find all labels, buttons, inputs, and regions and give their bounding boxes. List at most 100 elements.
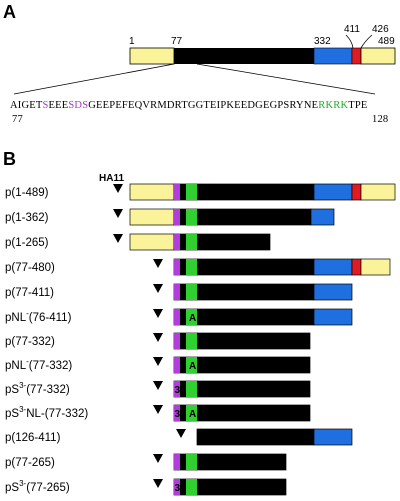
nls-region xyxy=(186,405,197,421)
domain-blue xyxy=(313,283,353,301)
domain-red xyxy=(351,47,362,65)
construct-label: p(126-411) xyxy=(5,432,61,444)
phospho-site-region xyxy=(174,381,180,397)
nls-region xyxy=(186,333,197,349)
construct-label-main: p(1-489) xyxy=(5,187,49,199)
construct-row: p(1-489) xyxy=(5,183,396,201)
seq-end-number: 128 xyxy=(372,114,388,125)
domain-black xyxy=(174,48,314,64)
construct-label-main: pNL xyxy=(5,312,27,324)
ha-tag-triangle xyxy=(113,184,123,193)
phospho-site-region xyxy=(174,333,180,349)
phospho-site-region xyxy=(174,234,180,250)
mutation-3-marker: 3 xyxy=(175,385,181,396)
ha11-tag-label: HA11 xyxy=(99,173,124,184)
ha-tag-triangle xyxy=(153,333,163,342)
domain-yellow xyxy=(129,233,175,251)
mutation-a-marker: A xyxy=(189,361,196,372)
domain-yellow xyxy=(360,258,391,276)
domain-blue xyxy=(313,258,353,276)
construct-row: p(1-265) xyxy=(5,233,271,251)
seq-part-3: EEE xyxy=(49,100,69,111)
ha-tag-triangle xyxy=(153,309,163,318)
domain-blue xyxy=(313,183,353,201)
phospho-site-region xyxy=(174,357,180,373)
domain-yellow xyxy=(129,183,175,201)
nls-region xyxy=(186,184,197,200)
construct-label-main: pS xyxy=(5,408,19,420)
nls-region xyxy=(186,209,197,225)
construct-label-main: p(77-480) xyxy=(5,262,55,274)
seq-part-5: GEEPEFEQVRMDRTGGTEIPKEEDGEGPSRYNE xyxy=(88,100,318,111)
mutation-a-marker: A xyxy=(189,313,196,324)
domain-blue xyxy=(310,208,335,226)
mutation-3-marker: 3 xyxy=(175,483,181,494)
tick-1: 1 xyxy=(129,36,135,47)
ha-tag-triangle xyxy=(153,357,163,366)
construct-label-rest: (77-332) xyxy=(26,384,70,396)
construct-row: p(1-362) xyxy=(5,208,335,226)
construct-label-rest: (76-411) xyxy=(29,312,72,324)
domain-red xyxy=(351,258,362,276)
construct-label-sup: - xyxy=(26,309,29,318)
phospho-site-region xyxy=(174,184,180,200)
construct-label-rest: (77-332) xyxy=(29,360,73,372)
ha-tag-triangle xyxy=(153,405,163,414)
construct-list: p(1-489) p(1-362) p(1-265) p(77-480) p(77-41… xyxy=(5,183,396,496)
tick-426: 426 xyxy=(372,24,389,35)
construct-label: pS3-(77-332) xyxy=(5,381,70,396)
construct-label: p(77-480) xyxy=(5,262,55,274)
phospho-site-region xyxy=(174,454,180,470)
construct-label-rest: (77-265) xyxy=(26,482,70,494)
construct-label-main: pNL xyxy=(5,360,27,372)
seq-start-number: 77 xyxy=(12,114,23,125)
panel-a-label: A xyxy=(3,2,16,22)
construct-row: p(77-265) xyxy=(5,453,287,471)
ha-tag-triangle xyxy=(113,234,123,243)
construct-label: pNL-(76-411) xyxy=(5,309,72,324)
tick-489: 489 xyxy=(378,36,395,47)
construct-label: p(1-362) xyxy=(5,212,49,224)
construct-label-sup: 3- xyxy=(19,479,26,488)
mutation-3-marker: 3 xyxy=(175,409,181,420)
bracket-411-426 xyxy=(345,34,373,49)
phospho-site-region xyxy=(174,479,180,495)
seq-part-2: S xyxy=(43,100,49,111)
construct-label-sup: 3- xyxy=(19,381,26,390)
seq-part-1: AIGET xyxy=(10,100,43,111)
ha-tag-triangle xyxy=(153,381,163,390)
nls-region xyxy=(186,357,197,373)
construct-row: p(77-411) xyxy=(5,283,353,301)
construct-label-main: p(1-362) xyxy=(5,212,49,224)
domain-red xyxy=(351,183,362,201)
domain-black xyxy=(196,428,315,446)
domain-yellow xyxy=(360,183,396,201)
domain-blue xyxy=(313,308,353,326)
panel-b-label: B xyxy=(3,149,16,169)
construct-row: p(77-332) xyxy=(5,332,311,350)
nls-region xyxy=(186,381,197,397)
phospho-site-region xyxy=(174,259,180,275)
nls-region xyxy=(186,454,197,470)
construct-label-main: p(1-265) xyxy=(5,237,49,249)
tick-77: 77 xyxy=(171,36,183,47)
seq-part-6: RKRK xyxy=(318,100,348,111)
construct-row: p(126-411) xyxy=(5,428,353,446)
construct-label-main: p(77-411) xyxy=(5,287,54,299)
construct-row: p(77-480) xyxy=(5,258,391,276)
construct-label: p(77-265) xyxy=(5,457,55,469)
nls-region xyxy=(186,284,197,300)
domain-yellow-c xyxy=(360,47,396,65)
construct-label-rest: NL-(77-332) xyxy=(26,408,88,420)
construct-label: pS3-NL-(77-332) xyxy=(5,405,88,420)
construct-label: pNL-(77-332) xyxy=(5,357,72,372)
construct-label-main: p(126-411) xyxy=(5,432,61,444)
tick-332: 332 xyxy=(314,36,331,47)
ha-tag-triangle xyxy=(153,284,163,293)
construct-label-main: p(77-332) xyxy=(5,336,55,348)
nls-region xyxy=(186,309,197,325)
ha-tag-triangle xyxy=(153,259,163,268)
construct-row: pNL-(77-332) A xyxy=(5,356,311,374)
domain-blue xyxy=(313,47,353,65)
construct-label-sup: - xyxy=(26,357,29,366)
